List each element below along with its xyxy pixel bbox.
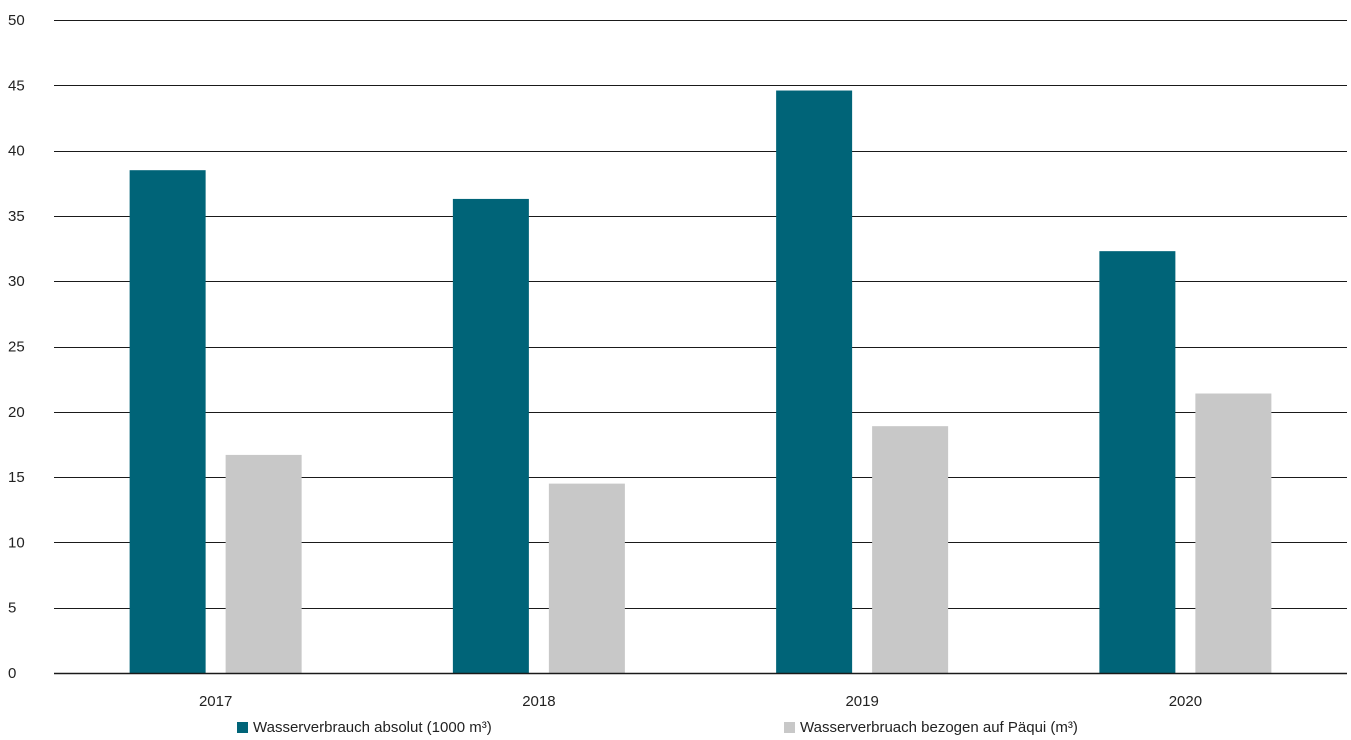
bar-chart: 0 5 10 15 20 25 30 35 40 45 50 2017 2018 2019 2020 <box>8 12 1347 710</box>
y-tick-label-50: 50 <box>8 12 25 29</box>
bars <box>129 90 1272 674</box>
bar-2017-series-2 <box>225 454 302 673</box>
bar-2018-series-1 <box>452 198 529 673</box>
legend-label-series-1: Wasserverbrauch absolut (1000 m³) <box>253 719 492 736</box>
x-axis: 2017 2018 2019 2020 <box>54 672 1347 710</box>
legend: Wasserverbrauch absolut (1000 m³) Wasser… <box>0 719 1351 739</box>
legend-item-series-2: Wasserverbruach bezogen auf Päqui (m³) <box>784 719 1078 736</box>
y-tick-label-10: 10 <box>8 534 25 551</box>
bar-2017-series-1 <box>129 170 206 673</box>
bar-2020-series-2 <box>1195 393 1272 673</box>
legend-item-series-1: Wasserverbrauch absolut (1000 m³) <box>237 719 492 736</box>
y-tick-label-20: 20 <box>8 404 25 421</box>
y-tick-label-30: 30 <box>8 273 25 290</box>
y-tick-label-25: 25 <box>8 339 25 356</box>
legend-label-series-2: Wasserverbruach bezogen auf Päqui (m³) <box>800 719 1078 736</box>
legend-swatch-series-2 <box>784 722 795 733</box>
x-tick-label-2019: 2019 <box>845 693 878 710</box>
x-tick-label-2017: 2017 <box>199 693 232 710</box>
y-tick-label-0: 0 <box>8 665 16 682</box>
bar-2018-series-2 <box>548 483 625 673</box>
x-tick-label-2020: 2020 <box>1169 693 1202 710</box>
bar-2020-series-1 <box>1099 251 1176 674</box>
y-tick-label-35: 35 <box>8 208 25 225</box>
legend-swatch-series-1 <box>237 722 248 733</box>
y-tick-label-15: 15 <box>8 469 25 486</box>
y-tick-label-40: 40 <box>8 143 25 160</box>
bar-2019-series-2 <box>872 426 949 673</box>
y-tick-label-45: 45 <box>8 77 25 94</box>
bar-2019-series-1 <box>776 90 853 674</box>
y-axis-ticks: 0 5 10 15 20 25 30 35 40 45 50 <box>8 12 25 682</box>
y-tick-label-5: 5 <box>8 600 16 617</box>
x-tick-label-2018: 2018 <box>522 693 555 710</box>
